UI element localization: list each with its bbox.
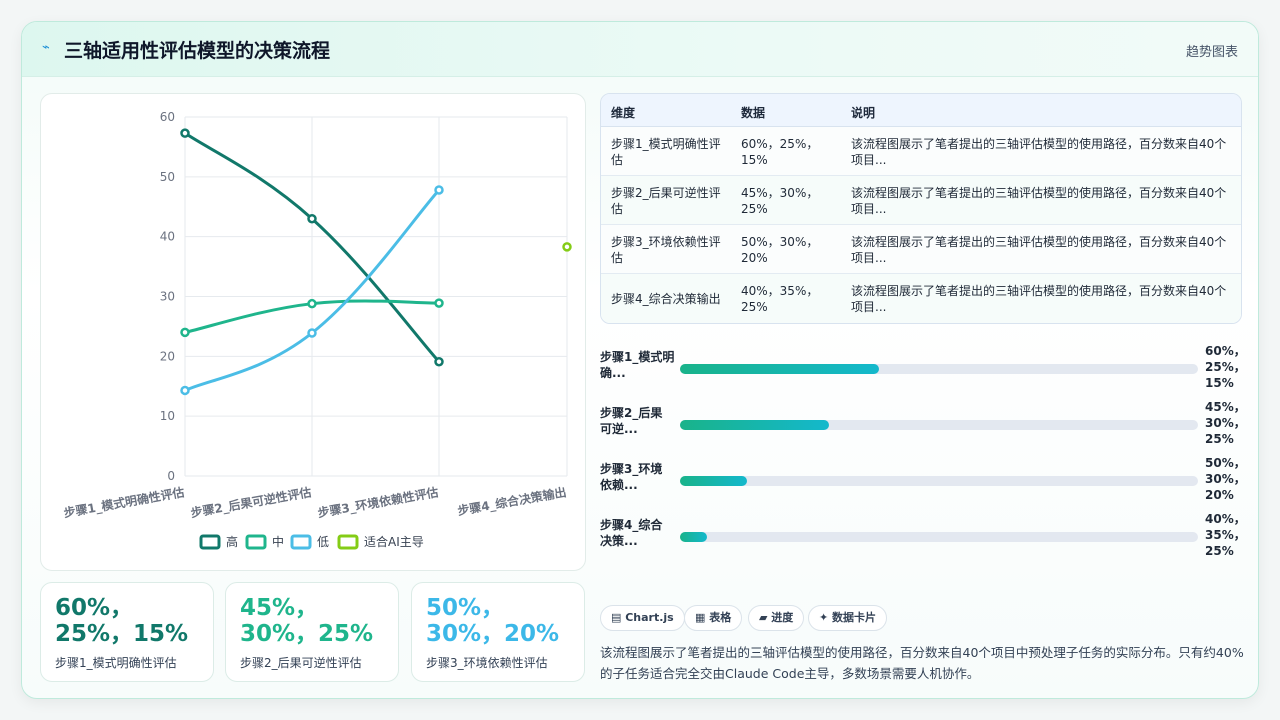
data-point [180, 385, 190, 396]
table-row: 步骤2_后果可逆性评估 45%，30%， 25% 该流程图展示了笔者提出的三轴评估… [601, 176, 1241, 225]
legend-label: 适合AI主导 [364, 534, 424, 549]
chart-type-label[interactable]: 趋势图表 [1185, 45, 1238, 60]
y-tick-label: 10 [160, 409, 175, 423]
progress-label: 步骤1_模式明 确... [600, 350, 675, 380]
data-point [180, 327, 190, 338]
y-tick-label: 20 [160, 349, 175, 363]
cell-dimension: 步骤2_后果可逆性评估 [611, 186, 721, 216]
progress-row: 步骤4_综合 决策... 40%， 35%， 25% [600, 512, 1250, 561]
progress-track [680, 532, 1198, 542]
column-header: 维度 [611, 106, 636, 120]
y-tick-label: 0 [167, 469, 175, 483]
progress-label: 步骤3_环境 依赖... [600, 462, 663, 492]
y-tick-label: 60 [160, 110, 175, 124]
progress-track [680, 420, 1198, 430]
main-card: ⌁ 三轴适用性评估模型的决策流程 趋势图表 0 10 20 30 40 50 60 步骤1_模… [21, 21, 1259, 699]
progress-values: 40%， 35%， 25% [1205, 512, 1246, 558]
table-row: 步骤1_模式明确性评估 60%，25%， 15% 该流程图展示了笔者提出的三轴评估… [601, 127, 1241, 176]
x-tick-label: 步骤3_环境依赖性评估 [316, 484, 439, 521]
y-tick-label: 30 [160, 290, 175, 304]
cell-data: 45%，30%， 25% [741, 186, 819, 216]
progress-fill [680, 364, 880, 374]
progress-values: 60%， 25%， 15% [1205, 344, 1246, 390]
stat-card-2: 45%， 30%，25% 步骤2_后果可逆性评估 [225, 582, 399, 682]
legend-swatch [290, 534, 312, 550]
stat-value-line2: 30%，25% [240, 621, 374, 647]
stat-card-3: 50%， 30%，20% 步骤3_环境依赖性评估 [411, 582, 585, 682]
stat-value-line1: 60%， [55, 595, 134, 621]
x-tick-label: 步骤4_综合决策输出 [456, 484, 567, 519]
table-row: 步骤4_综合决策输出 40%，35%， 25% 该流程图展示了笔者提出的三轴评估模… [601, 274, 1241, 323]
progress-row: 步骤3_环境 依赖... 50%， 30%， 20% [600, 456, 1250, 505]
progress-values: 50%， 30%， 20% [1205, 456, 1246, 502]
data-point [562, 242, 572, 252]
page-title: 三轴适用性评估模型的决策流程 [64, 40, 331, 62]
stat-value-line1: 50%， [426, 595, 505, 621]
chart-svg: 0 10 20 30 40 50 60 步骤1_模式明确性评估 步骤2_后果可逆性评估 步骤3_环… [62, 110, 572, 550]
progress-track [680, 364, 1198, 374]
cell-dimension: 步骤4_综合决策输出 [611, 292, 721, 306]
table-header: 维度 数据 说明 [601, 94, 1241, 127]
progress-label: 步骤2_后果 可逆... [600, 406, 663, 436]
data-point [180, 128, 190, 138]
legend-swatch [337, 534, 359, 550]
stat-value: 50%， 30%，20% [426, 595, 586, 647]
cell-data: 40%，35%， 25% [741, 284, 819, 314]
progress-values: 45%， 30%， 25% [1205, 400, 1246, 446]
stat-value-line2: 30%，20% [426, 621, 560, 647]
stat-card-1: 60%， 25%，15% 步骤1_模式明确性评估 [40, 582, 214, 682]
legend-swatch [199, 534, 221, 550]
chip-data-card[interactable]: ✦ 数据卡片 [808, 605, 888, 631]
cell-note: 该流程图展示了笔者提出的三轴评估模型的使用路径，百分数来自40个 项目... [851, 137, 1227, 167]
legend-label: 低 [317, 535, 329, 549]
stat-value: 45%， 30%，25% [240, 595, 400, 647]
header: ⌁ 三轴适用性评估模型的决策流程 趋势图表 [22, 22, 1258, 77]
data-point [434, 298, 444, 308]
legend-label: 高 [226, 534, 238, 549]
column-header: 说明 [851, 106, 876, 120]
stat-value: 60%， 25%，15% [55, 595, 215, 647]
data-point [434, 356, 444, 367]
x-tick-label: 步骤2_后果可逆性评估 [189, 484, 312, 521]
data-table: 维度 数据 说明 步骤1_模式明确性评估 60%，25%， 15% 该流程图展示了… [600, 93, 1242, 324]
x-tick-label: 步骤1_模式明确性评估 [62, 484, 185, 521]
stat-value-line2: 25%，15% [55, 621, 189, 647]
legend-label: 中 [272, 534, 284, 549]
stat-value-line1: 45%， [240, 595, 319, 621]
lightning-icon: ⌁ [42, 40, 50, 55]
stat-label: 步骤2_后果可逆性评估 [240, 656, 362, 670]
table-row: 步骤3_环境依赖性评估 50%，30%， 20% 该流程图展示了笔者提出的三轴评估… [601, 225, 1241, 274]
progress-row: 步骤2_后果 可逆... 45%， 30%， 25% [600, 400, 1250, 449]
progress-row: 步骤1_模式明 确... 60%， 25%， 15% [600, 344, 1250, 393]
progress-list: 步骤1_模式明 确... 60%， 25%， 15% 步骤2_后果 可逆... 45%，… [600, 340, 1250, 570]
stat-label: 步骤1_模式明确性评估 [55, 656, 177, 670]
cell-dimension: 步骤3_环境依赖性评估 [611, 235, 721, 265]
cell-data: 60%，25%， 15% [741, 137, 819, 167]
progress-fill [680, 532, 707, 542]
cell-note: 该流程图展示了笔者提出的三轴评估模型的使用路径，百分数来自40个 项目... [851, 284, 1227, 314]
chip-table[interactable]: ▦ 表格 [684, 605, 743, 631]
legend-swatch [245, 534, 267, 550]
progress-fill [680, 420, 829, 430]
cell-note: 该流程图展示了笔者提出的三轴评估模型的使用路径，百分数来自40个 项目... [851, 186, 1227, 216]
cell-note: 该流程图展示了笔者提出的三轴评估模型的使用路径，百分数来自40个 项目... [851, 235, 1227, 265]
progress-track [680, 476, 1198, 486]
data-point [307, 328, 317, 338]
description-text: 该流程图展示了笔者提出的三轴评估模型的使用路径，百分数来自40个项目中预处理子任… [600, 645, 1244, 681]
data-point [434, 185, 444, 195]
y-tick-label: 40 [160, 230, 175, 244]
stat-label: 步骤3_环境依赖性评估 [426, 656, 548, 670]
column-header: 数据 [741, 106, 766, 120]
data-point [307, 213, 317, 224]
line-chart: 0 10 20 30 40 50 60 步骤1_模式明确性评估 步骤2_后果可逆性评估 步骤3_环… [40, 93, 586, 571]
y-tick-label: 50 [160, 170, 175, 184]
data-point [307, 298, 317, 309]
chip-progress[interactable]: ▰ 进度 [748, 605, 805, 631]
progress-fill [680, 476, 747, 486]
progress-label: 步骤4_综合 决策... [600, 518, 663, 548]
chip-chartjs[interactable]: ▤ Chart.js [600, 605, 685, 631]
cell-data: 50%，30%， 20% [741, 235, 819, 265]
cell-dimension: 步骤1_模式明确性评估 [611, 137, 721, 167]
